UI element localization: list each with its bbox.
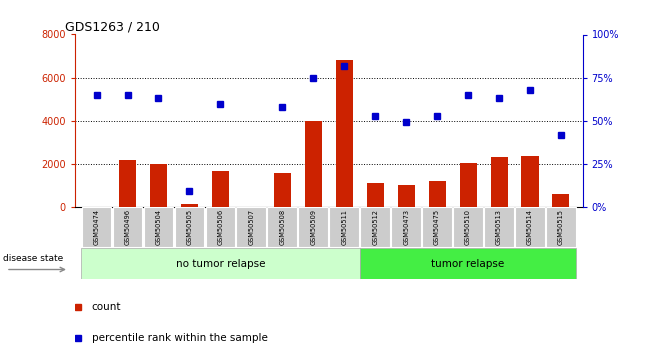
Bar [515,207,545,247]
Text: no tumor relapse: no tumor relapse [176,259,265,269]
Text: GSM50473: GSM50473 [403,209,409,245]
Bar [113,207,143,247]
Bar [398,186,415,207]
Text: GSM50474: GSM50474 [94,209,100,245]
Bar [236,207,266,247]
Text: tumor relapse: tumor relapse [432,259,505,269]
Bar [119,159,136,207]
Bar [453,207,483,247]
Bar [212,171,229,207]
Bar [367,183,383,207]
Bar [305,121,322,207]
Text: GSM50512: GSM50512 [372,209,378,245]
Bar [150,164,167,207]
Text: GSM50496: GSM50496 [124,209,130,245]
Text: GSM50511: GSM50511 [341,209,347,245]
Text: GSM50506: GSM50506 [217,209,223,245]
Bar [329,207,359,247]
Bar [336,60,353,207]
Bar [361,207,390,247]
Bar [422,207,452,247]
Bar [268,207,297,247]
Bar [174,207,204,247]
Bar [484,207,514,247]
Text: GSM50513: GSM50513 [496,209,502,245]
Bar [81,248,360,279]
Bar [553,194,570,207]
Text: GSM50508: GSM50508 [279,209,285,245]
Bar [144,207,173,247]
Bar [460,163,477,207]
Text: GDS1263 / 210: GDS1263 / 210 [64,20,159,33]
Bar [391,207,421,247]
Bar [521,156,538,207]
Bar [360,248,576,279]
Bar [81,207,111,247]
Text: percentile rank within the sample: percentile rank within the sample [92,333,268,343]
Bar [428,181,446,207]
Bar [546,207,576,247]
Text: GSM50504: GSM50504 [156,209,161,245]
Text: disease state: disease state [3,254,63,263]
Text: GSM50505: GSM50505 [186,209,193,245]
Text: GSM50510: GSM50510 [465,209,471,245]
Text: GSM50514: GSM50514 [527,209,533,245]
Bar [181,204,198,207]
Bar [298,207,328,247]
Bar [491,157,508,207]
Text: count: count [92,302,121,312]
Bar [274,173,291,207]
Text: GSM50515: GSM50515 [558,209,564,245]
Text: GSM50509: GSM50509 [311,209,316,245]
Bar [206,207,235,247]
Text: GSM50507: GSM50507 [248,209,255,245]
Text: GSM50475: GSM50475 [434,209,440,245]
